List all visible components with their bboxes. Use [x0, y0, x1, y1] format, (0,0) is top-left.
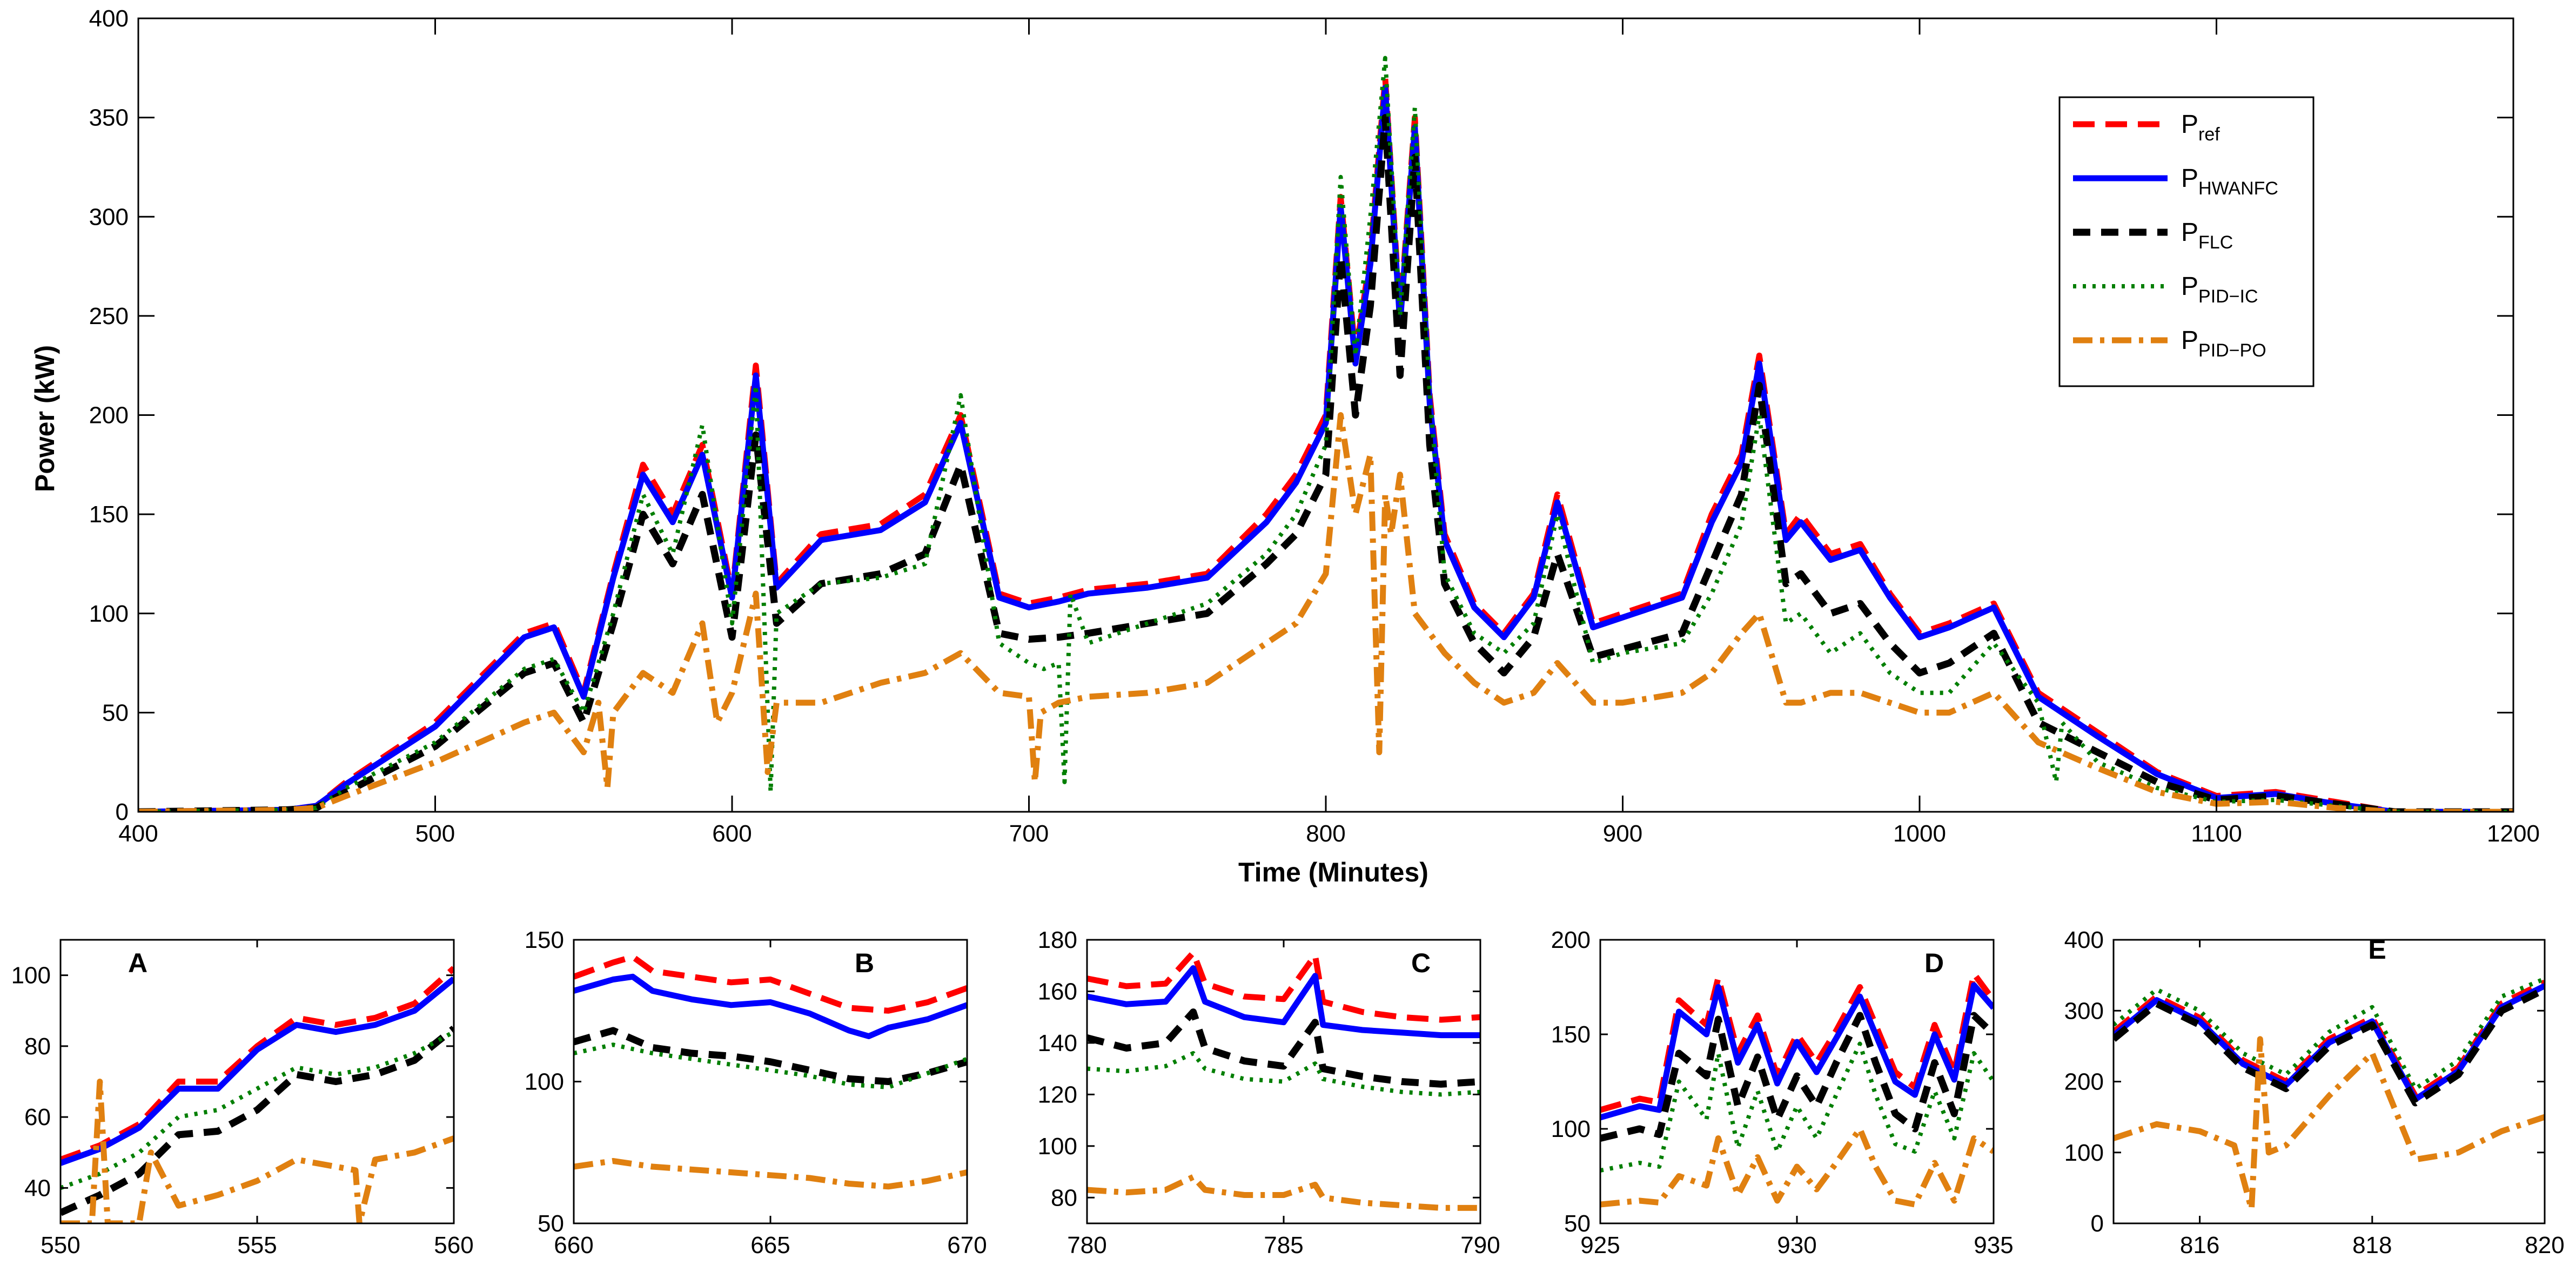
- panel-label-d: D: [1924, 948, 1944, 978]
- series-line-p-flc: [1087, 1008, 1480, 1088]
- x-tick-label: 816: [2180, 1232, 2219, 1258]
- series-line-p-ref: [1600, 971, 1994, 1113]
- y-tick-label: 350: [89, 105, 129, 131]
- y-tick-label: 100: [1038, 1133, 1077, 1160]
- y-tick-label: 50: [1564, 1210, 1591, 1237]
- y-tick-label: 150: [89, 501, 129, 528]
- x-tick-label: 555: [237, 1232, 277, 1258]
- series-line-p-hwanfc: [1087, 965, 1480, 1039]
- series-line-p-pid-po: [1600, 1126, 1994, 1208]
- series-line-p-pid-po: [1087, 1174, 1480, 1211]
- series-line-p-pid-ic: [574, 1042, 967, 1089]
- y-tick-label: 160: [1038, 978, 1077, 1005]
- y-tick-label: 200: [2064, 1069, 2104, 1095]
- y-tick-label: 150: [525, 927, 564, 953]
- y-tick-label: 80: [24, 1033, 51, 1060]
- x-tick-label: 660: [554, 1232, 593, 1258]
- series-line-p-pid-ic: [1087, 1051, 1480, 1097]
- x-tick-label: 790: [1460, 1232, 1500, 1258]
- x-tick-label: 400: [118, 820, 158, 847]
- x-tick-label: 930: [1777, 1232, 1816, 1258]
- x-tick-label: 600: [712, 820, 752, 847]
- x-tick-label: 925: [1580, 1232, 1620, 1258]
- x-axis-label: Time (Minutes): [1238, 857, 1428, 887]
- legend-label-p-flc: PFLC: [2181, 218, 2233, 253]
- x-tick-label: 820: [2525, 1232, 2564, 1258]
- y-tick-label: 100: [2064, 1140, 2104, 1166]
- x-tick-label: 780: [1067, 1232, 1106, 1258]
- series-line-p-pid-po: [138, 412, 2513, 812]
- y-tick-label: 100: [11, 962, 51, 989]
- y-tick-label: 0: [116, 799, 129, 825]
- x-tick-label: 1200: [2487, 820, 2540, 847]
- series-line-p-pid-ic: [2114, 977, 2545, 1091]
- y-tick-label: 250: [89, 303, 129, 329]
- series-line-p-flc: [574, 1027, 967, 1085]
- panel-label-e: E: [2368, 934, 2386, 965]
- y-tick-label: 50: [538, 1210, 564, 1237]
- inset-chart-b: 660 665 670 50 100 150 B: [525, 927, 987, 1258]
- y-tick-label: 180: [1038, 927, 1077, 953]
- y-tick-label: 200: [1551, 927, 1591, 953]
- panel-label-c: C: [1411, 948, 1431, 978]
- y-tick-label: 120: [1038, 1081, 1077, 1108]
- y-tick-label: 150: [1551, 1021, 1591, 1048]
- y-tick-label: 80: [1051, 1184, 1077, 1211]
- series-line-p-ref: [1087, 950, 1480, 1023]
- y-tick-label: 400: [2064, 927, 2104, 953]
- series-line-p-pid-po: [574, 1158, 967, 1190]
- y-tick-label: 200: [89, 402, 129, 429]
- x-tick-label: 935: [1974, 1232, 2013, 1258]
- series-line-p-pid-po: [2114, 1036, 2545, 1213]
- series-line-p-flc: [138, 114, 2513, 812]
- x-tick-label: 800: [1306, 820, 1345, 847]
- series-line-p-hwanfc: [1600, 982, 1994, 1121]
- y-tick-label: 300: [2064, 998, 2104, 1024]
- panel-label-a: A: [128, 948, 147, 978]
- series-line-p-hwanfc: [61, 976, 454, 1166]
- x-tick-label: 700: [1009, 820, 1049, 847]
- series-line-p-flc: [1600, 1012, 1994, 1142]
- x-tick-label: 785: [1264, 1232, 1303, 1258]
- series-line-p-flc: [2114, 986, 2545, 1107]
- legend-label-p-hwanfc: PHWANFC: [2181, 164, 2278, 199]
- main-chart: 400 500 600 700 800 900 1000 1100 1200 0 50 100 150 2…: [89, 5, 2540, 847]
- y-tick-label: 60: [24, 1104, 51, 1130]
- inset-chart-d: 925 930 935 50 100 150 200 D: [1551, 927, 2014, 1258]
- panel-label-b: B: [855, 948, 874, 978]
- series-line-p-ref: [574, 954, 967, 1014]
- x-tick-label: 560: [434, 1232, 473, 1258]
- y-tick-label: 100: [525, 1069, 564, 1095]
- y-tick-label: 40: [24, 1175, 51, 1201]
- series-line-p-hwanfc: [574, 973, 967, 1039]
- y-tick-label: 100: [1551, 1116, 1591, 1142]
- x-tick-label: 1100: [2191, 820, 2242, 847]
- y-tick-label: 0: [2091, 1210, 2104, 1237]
- series-line-p-flc: [61, 1026, 454, 1216]
- y-tick-label: 50: [102, 699, 129, 726]
- inset-chart-a: 550 555 560 40 60 80 100 A: [11, 939, 474, 1258]
- x-tick-label: 900: [1603, 820, 1642, 847]
- x-tick-label: 670: [947, 1232, 987, 1258]
- series-line-p-pid-ic: [61, 1030, 454, 1190]
- series-line-p-pid-po: [61, 1079, 454, 1223]
- x-tick-label: 1000: [1893, 820, 1946, 847]
- inset-chart-e: 816 818 820 0 100 200 300 400 E: [2064, 927, 2565, 1258]
- inset-chart-c: 780 785 790 80 100 120 140 160 180 C: [1038, 927, 1500, 1258]
- x-tick-label: 550: [41, 1232, 80, 1258]
- y-axis-label: Power (kW): [30, 345, 60, 492]
- y-tick-label: 400: [89, 5, 129, 32]
- x-tick-label: 818: [2352, 1232, 2392, 1258]
- y-tick-label: 100: [89, 601, 129, 627]
- y-tick-label: 300: [89, 204, 129, 230]
- y-tick-label: 140: [1038, 1030, 1077, 1056]
- x-tick-label: 665: [750, 1232, 790, 1258]
- x-tick-label: 500: [415, 820, 455, 847]
